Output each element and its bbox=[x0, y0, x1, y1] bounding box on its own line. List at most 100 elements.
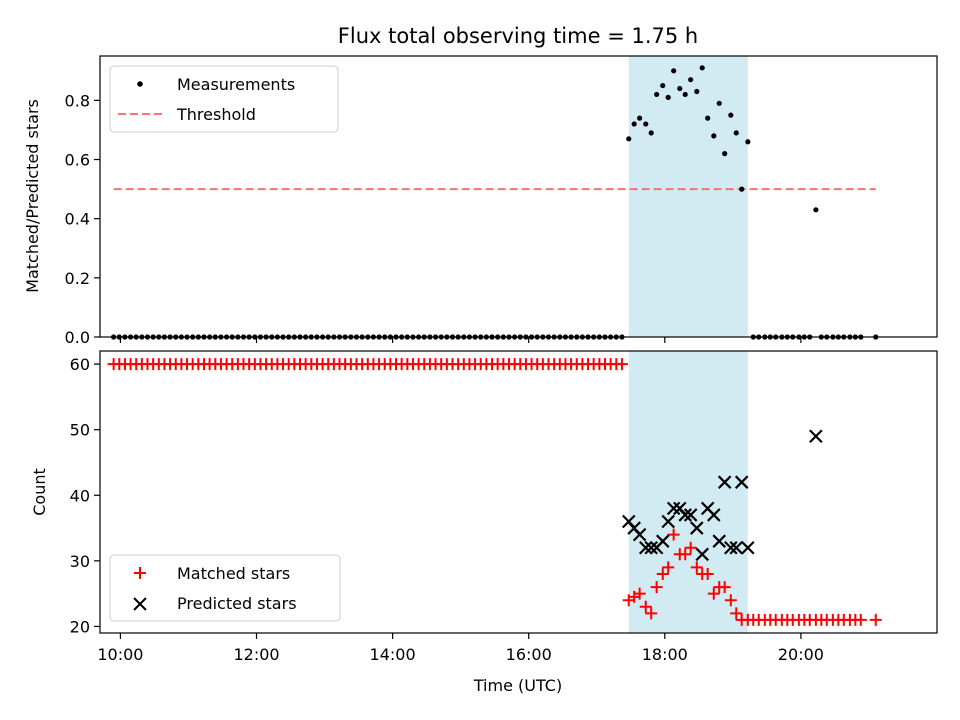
predicted-star-point bbox=[690, 521, 704, 535]
predicted-star-point bbox=[729, 540, 744, 555]
matched-star-point bbox=[730, 607, 743, 620]
y-tick-label: 0.6 bbox=[65, 151, 90, 170]
y-tick-label: 20 bbox=[70, 617, 90, 636]
matched-star-point bbox=[718, 581, 731, 594]
legend-predicted-marker bbox=[133, 597, 147, 611]
bottom-y-axis-label: Count bbox=[30, 468, 49, 516]
matched-stars-points bbox=[107, 358, 882, 626]
measurement-point bbox=[705, 115, 711, 121]
predicted-star-point bbox=[632, 527, 647, 542]
x-tick-label: 14:00 bbox=[370, 645, 416, 664]
measurement-point bbox=[745, 139, 751, 145]
measurement-point bbox=[637, 115, 643, 121]
matched-star-point bbox=[724, 594, 737, 607]
bottom-legend: Matched stars Predicted stars bbox=[109, 554, 341, 622]
y-tick-label: 30 bbox=[70, 552, 90, 571]
bottom-axis-ticks: 10:00 12:00 14:00 16:00 18:00 20:00 20 30 40 50 60 bbox=[70, 355, 824, 664]
measurement-point bbox=[671, 68, 677, 74]
matched-star-point bbox=[656, 567, 669, 580]
y-tick-label: 50 bbox=[70, 421, 90, 440]
measurement-point bbox=[728, 112, 734, 118]
predicted-star-point bbox=[661, 514, 675, 529]
measurement-point bbox=[694, 88, 700, 95]
predicted-star-point bbox=[809, 429, 823, 444]
predicted-star-point bbox=[741, 540, 755, 555]
predicted-star-point bbox=[724, 540, 738, 555]
chart-title: Flux total observing time = 1.75 h bbox=[338, 24, 698, 48]
matched-star-point bbox=[701, 567, 714, 580]
x-tick-label: 20:00 bbox=[778, 645, 824, 664]
measurement-point bbox=[711, 133, 717, 139]
measurement-point bbox=[716, 100, 722, 106]
measurement-point bbox=[688, 77, 694, 83]
measurement-point bbox=[682, 91, 688, 98]
predicted-star-point bbox=[678, 508, 692, 522]
measurement-point bbox=[660, 82, 666, 89]
y-tick-label: 40 bbox=[70, 486, 90, 505]
legend-measurements-label: Measurements bbox=[177, 75, 295, 94]
y-tick-label: 0.2 bbox=[65, 269, 90, 288]
matched-star-point bbox=[645, 607, 658, 620]
matched-star-point bbox=[869, 613, 882, 626]
legend-matched-label: Matched stars bbox=[177, 564, 290, 583]
measurement-point bbox=[648, 130, 654, 136]
matched-star-point bbox=[679, 548, 692, 561]
y-tick-label: 0.4 bbox=[65, 210, 90, 229]
predicted-star-point bbox=[712, 534, 727, 548]
y-tick-label: 0.0 bbox=[65, 328, 90, 347]
measurement-point bbox=[626, 136, 632, 142]
legend-matched-marker bbox=[134, 567, 146, 579]
measurement-point bbox=[643, 121, 649, 127]
measurement-point bbox=[677, 85, 683, 92]
matched-star-point bbox=[639, 600, 652, 613]
top-panel: Flux total observing time = 1.75 h Match… bbox=[23, 24, 938, 347]
measurement-point bbox=[722, 151, 728, 157]
top-legend: Measurements Threshold bbox=[109, 65, 339, 133]
matched-star-point bbox=[667, 528, 680, 541]
top-axis-ticks: 0.0 0.2 0.4 0.6 0.8 bbox=[65, 91, 802, 347]
measurement-point bbox=[699, 65, 705, 71]
predicted-star-point bbox=[734, 475, 749, 489]
predicted-stars-points bbox=[621, 429, 823, 562]
x-axis-label: Time (UTC) bbox=[473, 676, 562, 695]
top-y-axis-label: Matched/Predicted stars bbox=[23, 99, 42, 293]
y-tick-label: 60 bbox=[70, 355, 90, 374]
x-tick-label: 18:00 bbox=[642, 645, 688, 664]
x-tick-label: 10:00 bbox=[97, 645, 143, 664]
top-axes-frame bbox=[99, 55, 938, 338]
matched-star-point bbox=[662, 561, 675, 574]
legend-threshold-label: Threshold bbox=[176, 105, 256, 124]
bottom-axes-frame bbox=[99, 350, 938, 634]
predicted-star-point bbox=[638, 540, 653, 555]
predicted-star-point bbox=[707, 508, 721, 522]
measurement-point bbox=[733, 130, 739, 136]
predicted-star-point bbox=[666, 501, 681, 516]
observing-span-bottom bbox=[628, 351, 748, 633]
measurement-point bbox=[631, 121, 637, 127]
predicted-star-point bbox=[717, 475, 732, 489]
legend-measurements-marker bbox=[137, 81, 143, 87]
x-tick-label: 12:00 bbox=[233, 645, 279, 664]
predicted-star-point bbox=[655, 534, 670, 548]
matched-star-point bbox=[854, 613, 867, 626]
matched-star-point bbox=[690, 561, 703, 574]
matched-star-point bbox=[633, 587, 646, 600]
matched-star-point bbox=[684, 541, 697, 554]
measurement-point bbox=[654, 91, 660, 98]
bottom-legend-box bbox=[109, 554, 341, 622]
matched-star-point bbox=[707, 587, 720, 600]
y-tick-label: 0.8 bbox=[65, 91, 90, 110]
measurement-point bbox=[813, 207, 819, 213]
predicted-star-point bbox=[644, 540, 658, 555]
measurement-point bbox=[739, 186, 745, 192]
bottom-panel: Count Time (UTC) 10:00 12:00 14:00 16:00 18:… bbox=[30, 350, 938, 695]
legend-predicted-label: Predicted stars bbox=[177, 594, 297, 613]
top-legend-box bbox=[109, 65, 339, 133]
predicted-star-point bbox=[695, 547, 710, 562]
matched-star-point bbox=[615, 358, 628, 371]
measurement-point bbox=[665, 94, 671, 101]
matched-star-point bbox=[650, 581, 663, 594]
x-tick-label: 16:00 bbox=[506, 645, 552, 664]
observing-span-top bbox=[628, 56, 748, 337]
